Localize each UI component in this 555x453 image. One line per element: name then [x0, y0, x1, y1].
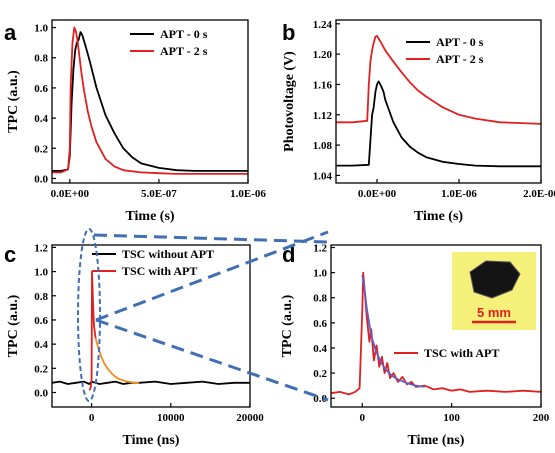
x-axis-label: Time (s): [414, 209, 463, 224]
zoom-connector-line-top: [93, 233, 329, 244]
legend: APT - 0 s APT - 2 s: [406, 35, 484, 66]
y-tick-label: 1.2: [34, 242, 48, 254]
y-tick-label: 0.6: [313, 318, 327, 330]
fit-line: [94, 337, 140, 384]
y-tick-label: 0.8: [34, 53, 48, 65]
x-tick-label: 1.0E-06: [230, 188, 266, 200]
y-axis-label: Photovoltage (V): [282, 51, 297, 152]
series-group: [331, 271, 541, 396]
legend: TSC with APT: [394, 346, 499, 360]
plot-frame: [51, 19, 249, 184]
y-tick-label: 0.8: [313, 293, 327, 305]
x-axis-label: Time (ns): [408, 433, 465, 448]
y-tick-label: 0.8: [34, 291, 48, 303]
fit-line: [361, 274, 425, 388]
panel-label: c: [4, 242, 16, 267]
y-tick-label: 0.0: [34, 173, 48, 185]
series-group: [52, 270, 250, 391]
panel-a: a 0.0E+00 5.0E-07 1.0E-06 0.0 0.2 0.4 0.6 0.8 1.0…: [4, 19, 266, 224]
legend: TSC without APT TSC with APT: [92, 247, 214, 278]
x-tick-label: 0: [360, 412, 366, 424]
y-tick-label: 1.04: [313, 170, 333, 182]
series-line: [52, 31, 248, 172]
x-tick-label: 0: [89, 412, 95, 424]
series-group: [336, 35, 541, 168]
series-line: [336, 35, 541, 125]
y-tick-label: 0.0: [313, 393, 327, 405]
y-tick-label: 0.6: [34, 315, 48, 327]
x-tick-label: 5.0E-07: [141, 188, 177, 200]
series-line: [331, 271, 541, 396]
zoom-region-oval: [77, 228, 101, 402]
panel-label: a: [4, 20, 17, 45]
x-tick-label: 200: [533, 412, 550, 424]
x-tick-label: 1.0E-06: [441, 188, 477, 200]
legend-entry: APT - 2 s: [436, 52, 484, 66]
y-tick-label: 1.24: [313, 19, 333, 31]
x-axis-label: Time (ns): [123, 433, 180, 448]
x-tick-label: 10000: [157, 412, 185, 424]
y-tick-label: 1.2: [313, 243, 327, 255]
x-tick-label: 0.0E+00: [51, 188, 90, 200]
series-line: [52, 26, 248, 175]
y-tick-label: 1.08: [313, 140, 333, 152]
panel-b: b 0.0E+00 1.0E-06 2.0E-06 1.04 1.08 1.12 1.16 1.…: [282, 19, 555, 224]
y-axis-label: TPC (a.u.): [6, 70, 21, 133]
legend-entry: APT - 0 s: [160, 27, 208, 41]
zoom-connector-line-bottom: [95, 318, 329, 402]
plot-frame: [51, 244, 251, 408]
legend-entry: TSC with APT: [424, 346, 499, 360]
zoom-connector-line-middle: [95, 230, 329, 322]
y-tick-label: 0.2: [34, 143, 48, 155]
legend: APT - 0 s APT - 2 s: [130, 27, 208, 58]
y-tick-label: 0.6: [34, 83, 48, 95]
y-tick-label: 1.0: [34, 23, 48, 35]
y-tick-label: 0.4: [34, 113, 48, 125]
y-tick-label: 0.0: [34, 387, 48, 399]
plot-frame: [335, 19, 542, 184]
x-tick-label: 2.0E-06: [523, 188, 555, 200]
y-tick-label: 1.0: [34, 267, 48, 279]
x-axis-label: Time (s): [125, 209, 174, 224]
legend-entry: TSC without APT: [122, 247, 214, 261]
legend-entry: TSC with APT: [122, 264, 197, 278]
sample-crystal-image: [469, 260, 521, 299]
y-tick-label: 0.4: [34, 339, 48, 351]
scale-bar-label: 5 mm: [477, 305, 511, 320]
series-line: [88, 270, 97, 391]
y-tick-label: 0.4: [313, 343, 327, 355]
y-tick-label: 1.16: [313, 79, 333, 91]
y-tick-label: 1.12: [313, 110, 333, 122]
y-tick-label: 1.20: [313, 49, 333, 61]
y-axis-label: TPC (a.u.): [6, 294, 21, 357]
series-group: [52, 26, 248, 175]
series-line: [52, 380, 250, 385]
panel-label: b: [282, 20, 295, 45]
x-tick-label: 100: [443, 412, 460, 424]
x-tick-label: 0.0E+00: [358, 188, 397, 200]
legend-entry: APT - 0 s: [436, 35, 484, 49]
x-tick-label: 20000: [236, 412, 264, 424]
sample-photo-inset: 5 mm: [452, 252, 536, 330]
y-tick-label: 0.2: [34, 363, 48, 375]
legend-entry: APT - 2 s: [160, 44, 208, 58]
y-axis-label: TPC (a.u.): [280, 294, 295, 357]
y-tick-label: 1.0: [313, 268, 327, 280]
y-tick-label: 0.2: [313, 368, 327, 380]
panel-c: c 0 10000 20000 0.0 0.2 0.4 0.6 0.8 1.0 1.2 Time (n…: [4, 242, 264, 448]
zoom-connector: [77, 228, 329, 402]
series-line: [336, 80, 541, 168]
plot-frame: [330, 244, 542, 408]
